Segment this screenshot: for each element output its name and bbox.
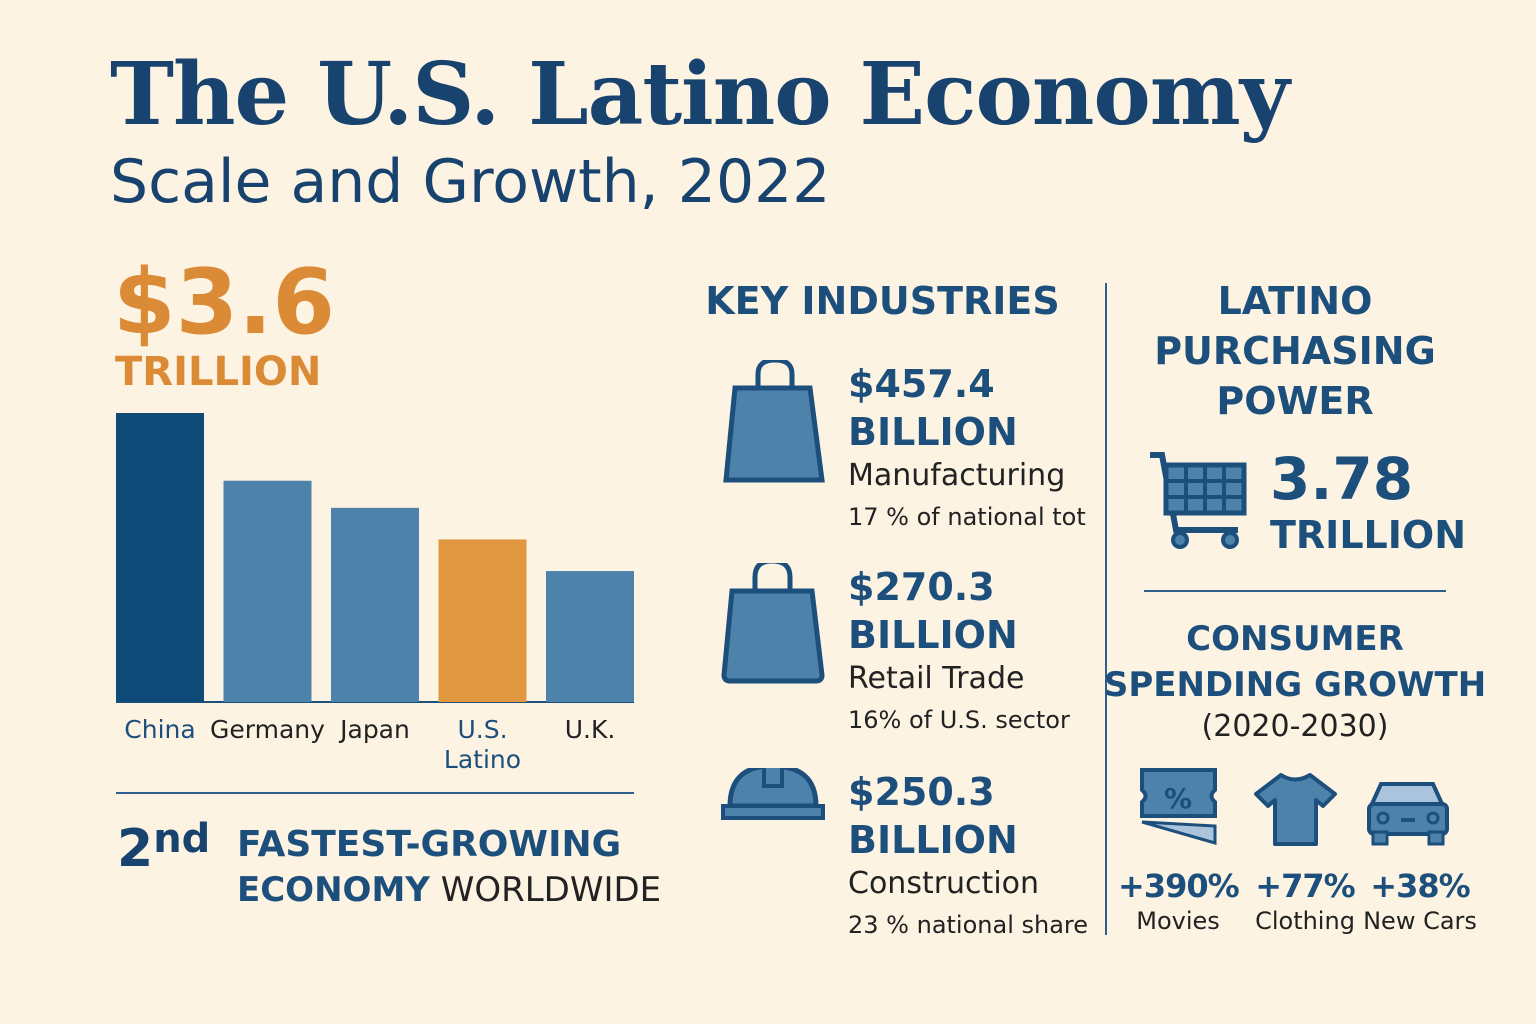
car-icon [1367, 782, 1449, 846]
industry-name: Retail Trade [848, 661, 1025, 696]
bar-germany [223, 480, 312, 702]
divider [116, 792, 634, 794]
rank-ordinal: 2nd [117, 815, 210, 880]
bar-japan [331, 507, 419, 702]
spending-title-1: CONSUMER [1186, 619, 1404, 659]
ticket-icon: % [1140, 768, 1217, 845]
hard-hat-icon [721, 768, 825, 820]
headline-value: $3.6 [113, 250, 336, 355]
x-tick-label: Japan [338, 715, 410, 744]
industry-construction: $250.3 BILLION Construction 23 % national… [720, 768, 1100, 968]
shopping-bag-icon [723, 360, 825, 483]
purchasing-title-1: LATINO [1217, 279, 1373, 323]
industry-share: 16% of U.S. sector [848, 706, 1070, 734]
t-shirt-icon [1254, 773, 1337, 846]
industry-unit: BILLION [848, 613, 1018, 657]
spending-label: New Cars [1363, 907, 1477, 935]
industries-title: KEY INDUSTRIES [705, 279, 1060, 323]
rank-line2b: WORLDWIDE [440, 870, 662, 910]
spending-title-2: SPENDING GROWTH [1103, 665, 1487, 705]
purchasing-title: LATINO PURCHASING POWER [1120, 276, 1470, 426]
bar-u-k- [546, 571, 634, 702]
industry-name: Construction [848, 866, 1040, 901]
rank-line2a: ECONOMY [237, 870, 430, 910]
bar-u-s-latino [438, 539, 527, 702]
x-tick-label: U.K. [565, 715, 616, 744]
shopping-cart-icon [1150, 452, 1247, 549]
shopping-bag-icon [721, 563, 825, 684]
industry-unit: BILLION [848, 410, 1018, 454]
industry-value: $457.4 [848, 362, 995, 406]
svg-text:%: % [1164, 782, 1192, 815]
x-tick-label: China [124, 715, 195, 744]
purchasing-unit: TRILLION [1270, 513, 1466, 557]
spending-pct: +38% [1370, 867, 1470, 905]
spending-label: Clothing [1255, 907, 1355, 935]
x-tick-label: Germany [210, 715, 325, 744]
rank-suffix: nd [153, 816, 211, 862]
bar-chart: China Germany Japan U.S. Latino U.K. [116, 413, 634, 774]
rank-line1: FASTEST-GROWING [237, 824, 622, 865]
industry-name: Manufacturing [848, 458, 1066, 493]
page-title: The U.S. Latino Economy [110, 44, 1290, 145]
industry-manufacturing: $457.4 BILLION Manufacturing 17 % of nati… [720, 360, 1100, 560]
industry-value: $270.3 [848, 565, 995, 609]
bar-china [116, 413, 204, 702]
rank-line2: ECONOMY WORLDWIDE [237, 870, 662, 910]
spending-pct: +390% [1118, 867, 1240, 905]
industry-share: 23 % national share [848, 911, 1089, 939]
purchasing-title-3: POWER [1216, 379, 1374, 423]
spending-label: Movies [1136, 907, 1220, 935]
spending-period: (2020-2030) [1201, 709, 1389, 744]
vertical-divider [1105, 283, 1107, 935]
spending-item-clothing: +77% Clothing [1245, 866, 1365, 936]
spending-item-new-cars: +38% New Cars [1360, 866, 1480, 936]
page-subtitle: Scale and Growth, 2022 [110, 147, 831, 217]
spending-item-movies: +390% Movies [1118, 866, 1240, 936]
industry-value: $250.3 [848, 770, 995, 814]
purchasing-title-2: PURCHASING [1154, 329, 1436, 373]
divider [1144, 590, 1446, 592]
industry-unit: BILLION [848, 818, 1018, 862]
headline-unit: TRILLION [115, 349, 322, 395]
spending-pct: +77% [1255, 867, 1355, 905]
purchasing-value: 3.78 [1270, 445, 1414, 513]
rank-number: 2 [117, 819, 154, 879]
x-tick-label: U.S. Latino [444, 715, 521, 774]
industry-retail: $270.3 BILLION Retail Trade 16% of U.S. s… [720, 563, 1100, 763]
spending-title: CONSUMER SPENDING GROWTH [1095, 616, 1495, 708]
industry-share: 17 % of national tot [848, 503, 1086, 531]
